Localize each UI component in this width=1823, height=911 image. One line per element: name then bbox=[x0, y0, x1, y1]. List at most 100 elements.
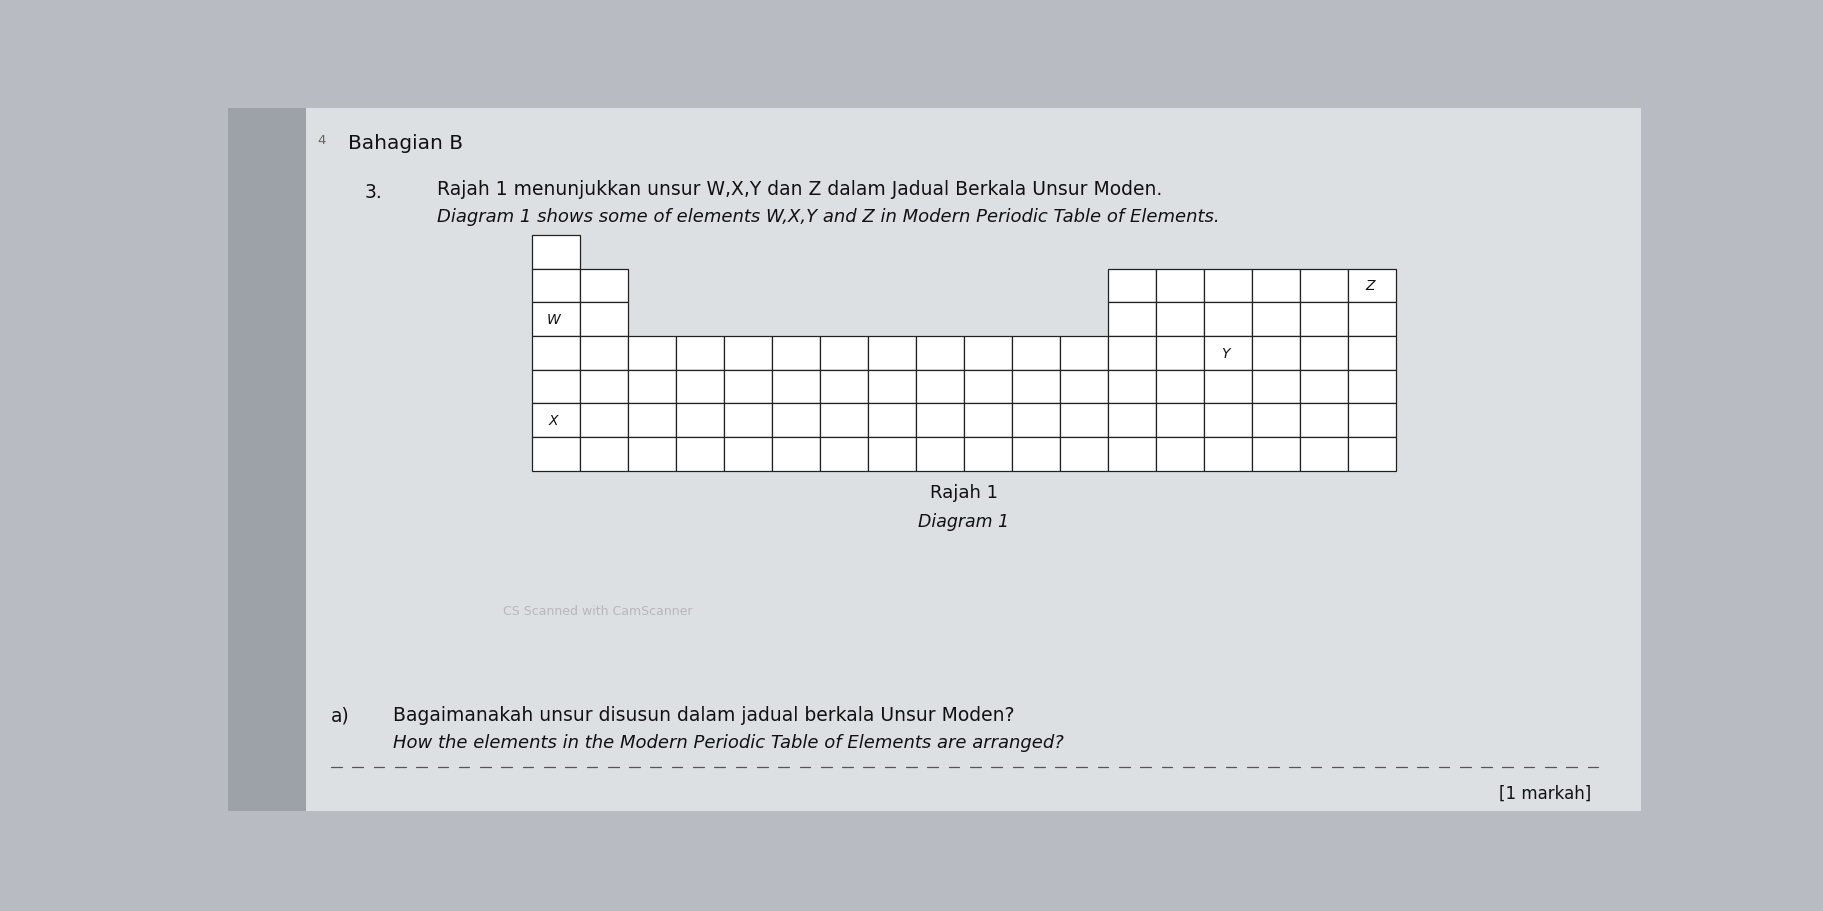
Bar bbox=[676, 404, 724, 437]
Bar bbox=[1349, 437, 1396, 471]
Bar bbox=[1059, 370, 1108, 404]
Bar bbox=[771, 370, 820, 404]
Bar bbox=[820, 336, 868, 370]
Text: Rajah 1: Rajah 1 bbox=[930, 484, 997, 502]
Bar bbox=[771, 437, 820, 471]
Bar bbox=[724, 336, 771, 370]
Text: Y: Y bbox=[1221, 346, 1231, 361]
Bar bbox=[1252, 270, 1300, 303]
Bar bbox=[580, 270, 627, 303]
Text: X: X bbox=[549, 414, 558, 428]
Bar bbox=[532, 303, 580, 336]
Bar bbox=[1252, 437, 1300, 471]
Bar bbox=[964, 336, 1012, 370]
Bar bbox=[532, 404, 580, 437]
Bar bbox=[1349, 303, 1396, 336]
Bar bbox=[1252, 303, 1300, 336]
Text: 4: 4 bbox=[317, 134, 324, 147]
Bar bbox=[915, 437, 964, 471]
Bar bbox=[1300, 303, 1349, 336]
Bar bbox=[1252, 404, 1300, 437]
Bar bbox=[724, 370, 771, 404]
Bar bbox=[915, 370, 964, 404]
Bar bbox=[964, 370, 1012, 404]
Bar bbox=[532, 370, 580, 404]
Bar bbox=[676, 336, 724, 370]
Bar bbox=[1205, 303, 1252, 336]
Text: W: W bbox=[547, 312, 560, 327]
Bar bbox=[771, 404, 820, 437]
Text: [1 markah]: [1 markah] bbox=[1499, 784, 1591, 802]
Bar bbox=[627, 370, 676, 404]
Bar bbox=[532, 437, 580, 471]
Bar bbox=[724, 437, 771, 471]
Bar bbox=[1205, 336, 1252, 370]
Bar bbox=[1059, 437, 1108, 471]
Bar bbox=[1108, 437, 1156, 471]
Bar bbox=[915, 404, 964, 437]
Bar bbox=[1012, 437, 1059, 471]
Bar bbox=[1156, 404, 1205, 437]
Text: a): a) bbox=[332, 705, 350, 724]
Bar bbox=[771, 336, 820, 370]
Bar bbox=[1349, 370, 1396, 404]
Bar bbox=[868, 336, 915, 370]
Bar bbox=[228, 109, 306, 811]
Bar bbox=[1156, 437, 1205, 471]
Bar bbox=[580, 303, 627, 336]
Bar bbox=[580, 404, 627, 437]
Text: Z: Z bbox=[1365, 279, 1375, 293]
Bar bbox=[1156, 370, 1205, 404]
Bar bbox=[1205, 404, 1252, 437]
Bar bbox=[1205, 270, 1252, 303]
Bar bbox=[1108, 270, 1156, 303]
Bar bbox=[820, 437, 868, 471]
Bar bbox=[627, 437, 676, 471]
Bar bbox=[676, 437, 724, 471]
Bar bbox=[1059, 336, 1108, 370]
Text: 3.: 3. bbox=[365, 183, 383, 202]
Bar bbox=[1156, 303, 1205, 336]
Text: Diagram 1: Diagram 1 bbox=[919, 512, 1010, 530]
Bar bbox=[676, 370, 724, 404]
Bar bbox=[868, 404, 915, 437]
Text: How the elements in the Modern Periodic Table of Elements are arranged?: How the elements in the Modern Periodic … bbox=[394, 733, 1065, 752]
Bar bbox=[580, 437, 627, 471]
Bar bbox=[580, 370, 627, 404]
Bar bbox=[868, 370, 915, 404]
Bar bbox=[1349, 270, 1396, 303]
Bar bbox=[820, 370, 868, 404]
Text: Bagaimanakah unsur disusun dalam jadual berkala Unsur Moden?: Bagaimanakah unsur disusun dalam jadual … bbox=[394, 705, 1015, 724]
Bar bbox=[1300, 270, 1349, 303]
Bar bbox=[1108, 404, 1156, 437]
Bar bbox=[532, 270, 580, 303]
Bar bbox=[1012, 404, 1059, 437]
Bar bbox=[964, 404, 1012, 437]
Bar bbox=[1349, 336, 1396, 370]
Bar bbox=[532, 336, 580, 370]
Text: Diagram 1 shows some of elements W,X,Y and Z in Modern Periodic Table of Element: Diagram 1 shows some of elements W,X,Y a… bbox=[438, 208, 1220, 226]
Bar bbox=[1300, 404, 1349, 437]
Bar bbox=[1252, 336, 1300, 370]
Bar bbox=[1108, 336, 1156, 370]
Text: Rajah 1 menunjukkan unsur W,X,Y dan Z dalam Jadual Berkala Unsur Moden.: Rajah 1 menunjukkan unsur W,X,Y dan Z da… bbox=[438, 179, 1163, 199]
Bar bbox=[868, 437, 915, 471]
Bar bbox=[1108, 370, 1156, 404]
Bar bbox=[1012, 370, 1059, 404]
Bar bbox=[1300, 336, 1349, 370]
Bar bbox=[1300, 370, 1349, 404]
Bar bbox=[627, 336, 676, 370]
Bar bbox=[964, 437, 1012, 471]
Bar bbox=[532, 236, 580, 270]
Text: CS Scanned with CamScanner: CS Scanned with CamScanner bbox=[503, 604, 693, 617]
Bar bbox=[1012, 336, 1059, 370]
Bar bbox=[580, 336, 627, 370]
Bar bbox=[1300, 437, 1349, 471]
Bar bbox=[915, 336, 964, 370]
Bar bbox=[1156, 270, 1205, 303]
Bar bbox=[1108, 303, 1156, 336]
Bar bbox=[1205, 370, 1252, 404]
Bar bbox=[1156, 336, 1205, 370]
Bar bbox=[1205, 437, 1252, 471]
Bar bbox=[820, 404, 868, 437]
